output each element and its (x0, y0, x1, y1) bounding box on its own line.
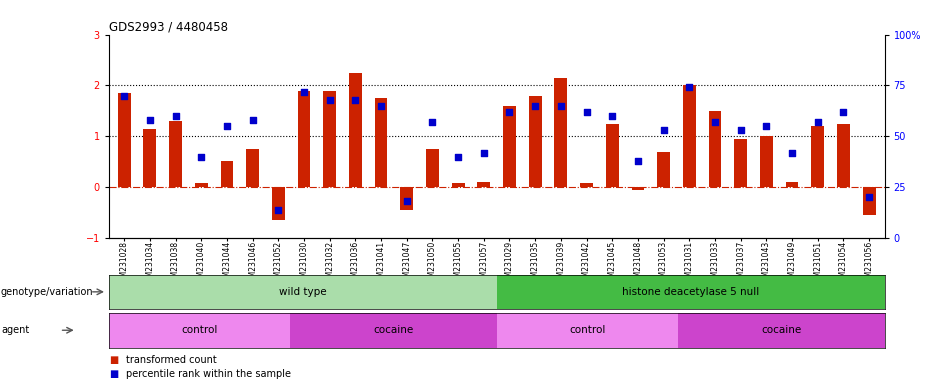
Bar (478, 182, 490, 187)
Text: cocaine: cocaine (761, 325, 801, 335)
Point (553, 103, 569, 109)
Point (708, 119, 723, 125)
Text: control: control (181, 325, 218, 335)
Point (399, 199, 414, 205)
Point (271, 207, 286, 213)
Bar (400, 187, 413, 210)
Bar (144, 129, 156, 187)
Point (810, 119, 825, 125)
Text: wild type: wild type (279, 287, 326, 297)
Bar (632, 187, 644, 190)
Point (194, 154, 209, 160)
Text: ■: ■ (109, 369, 118, 379)
Bar (580, 183, 593, 187)
Bar (503, 106, 516, 187)
Text: histone deacetylase 5 null: histone deacetylase 5 null (622, 287, 760, 297)
Bar (683, 86, 695, 187)
Bar (497, 275, 885, 309)
Bar (195, 183, 208, 187)
Point (245, 117, 260, 123)
Bar (246, 149, 259, 187)
Point (784, 149, 799, 156)
Bar (349, 73, 361, 187)
Text: agent: agent (1, 325, 29, 335)
Point (528, 103, 543, 109)
Bar (529, 96, 542, 187)
Bar (677, 313, 885, 348)
Text: cocaine: cocaine (373, 325, 413, 335)
Bar (863, 187, 875, 215)
Point (450, 154, 465, 160)
Bar (709, 111, 722, 187)
Text: control: control (569, 325, 605, 335)
Point (168, 113, 184, 119)
Bar (298, 91, 310, 187)
Bar (812, 126, 824, 187)
Bar (657, 152, 670, 187)
Bar (497, 313, 677, 348)
Point (502, 109, 517, 115)
Bar (554, 78, 568, 187)
Bar (837, 124, 850, 187)
Bar (109, 275, 497, 309)
Bar (118, 93, 131, 187)
Point (219, 123, 235, 129)
Point (759, 123, 774, 129)
Point (296, 88, 311, 94)
Bar (426, 149, 439, 187)
Text: transformed count: transformed count (126, 355, 217, 365)
Point (323, 97, 338, 103)
Bar (734, 139, 747, 187)
Text: percentile rank within the sample: percentile rank within the sample (126, 369, 290, 379)
Point (348, 97, 363, 103)
Point (604, 113, 620, 119)
Point (579, 109, 594, 115)
Text: GDS2993 / 4480458: GDS2993 / 4480458 (109, 20, 228, 33)
Bar (272, 187, 285, 220)
Bar (220, 161, 234, 187)
Point (682, 84, 697, 91)
Bar (451, 183, 464, 187)
Bar (324, 91, 336, 187)
Point (630, 158, 645, 164)
Bar (605, 124, 619, 187)
Point (425, 119, 440, 125)
Point (862, 194, 877, 200)
Text: ■: ■ (109, 355, 118, 365)
Bar (289, 313, 497, 348)
Point (836, 109, 851, 115)
Bar (169, 121, 182, 187)
Point (374, 103, 389, 109)
Point (476, 149, 491, 156)
Bar (375, 98, 388, 187)
Point (656, 127, 671, 133)
Bar (785, 182, 798, 187)
Point (733, 127, 748, 133)
Point (142, 117, 157, 123)
Bar (109, 313, 289, 348)
Text: genotype/variation: genotype/variation (1, 287, 94, 297)
Bar (760, 136, 773, 187)
Point (116, 93, 131, 99)
